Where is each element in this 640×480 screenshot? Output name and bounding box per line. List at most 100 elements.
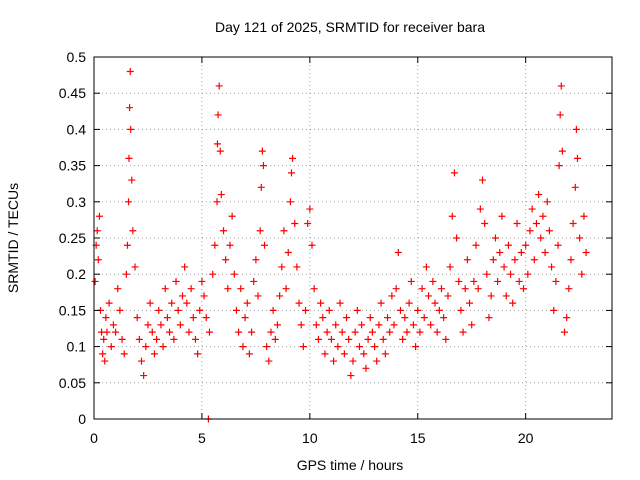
data-point: [261, 241, 269, 249]
data-point: [513, 220, 521, 228]
data-point: [500, 263, 508, 271]
y-tick-label: 0.3: [67, 194, 87, 210]
data-point: [371, 343, 379, 351]
data-point: [509, 299, 517, 307]
data-point: [133, 314, 141, 322]
data-point: [554, 241, 562, 249]
data-point: [399, 335, 407, 343]
data-point: [276, 292, 284, 300]
data-point: [302, 306, 310, 314]
data-point: [321, 350, 329, 358]
data-point: [126, 104, 134, 112]
y-tick-label: 0.1: [67, 339, 87, 355]
data-point: [433, 328, 441, 336]
data-point: [366, 314, 374, 322]
data-point: [278, 263, 286, 271]
data-point: [131, 263, 139, 271]
data-point: [280, 227, 288, 235]
data-point: [226, 241, 234, 249]
chart-title: Day 121 of 2025, SRMTID for receiver bar…: [215, 19, 485, 35]
data-point: [314, 335, 322, 343]
data-point: [373, 357, 381, 365]
data-point: [94, 256, 102, 264]
data-point: [498, 212, 506, 220]
data-point: [360, 350, 368, 358]
data-point: [468, 321, 476, 329]
data-point: [304, 220, 312, 228]
data-point: [163, 314, 171, 322]
data-point: [470, 277, 478, 285]
y-tick-label: 0.4: [67, 121, 87, 137]
data-point: [166, 328, 174, 336]
data-point: [209, 270, 217, 278]
data-point: [116, 306, 124, 314]
data-point: [102, 314, 110, 322]
y-tick-label: 0.35: [59, 158, 86, 174]
data-point: [485, 314, 493, 322]
data-point: [267, 328, 275, 336]
data-point: [545, 227, 553, 235]
data-point: [338, 328, 346, 336]
x-axis-title: GPS time / hours: [297, 457, 404, 473]
data-point: [120, 350, 128, 358]
data-point: [375, 321, 383, 329]
x-tick-label: 20: [518, 430, 534, 446]
data-point: [474, 285, 482, 293]
data-point: [561, 328, 569, 336]
data-point: [517, 248, 525, 256]
data-point: [105, 299, 113, 307]
data-point: [396, 306, 404, 314]
data-point: [446, 263, 454, 271]
data-point: [431, 299, 439, 307]
data-point: [306, 205, 314, 213]
data-point: [194, 350, 202, 358]
data-point: [555, 162, 563, 170]
data-point: [161, 285, 169, 293]
data-point: [381, 350, 389, 358]
data-point: [580, 212, 588, 220]
data-point: [142, 343, 150, 351]
y-tick-label: 0.15: [59, 302, 86, 318]
data-point: [463, 256, 471, 264]
data-point: [386, 328, 394, 336]
data-point: [429, 277, 437, 285]
data-point: [550, 306, 558, 314]
data-point: [535, 191, 543, 199]
data-point: [479, 176, 486, 184]
data-point: [552, 277, 560, 285]
data-point: [312, 321, 320, 329]
data-point: [220, 227, 227, 235]
data-point: [425, 292, 433, 300]
data-point: [472, 241, 480, 249]
data-point: [183, 299, 191, 307]
data-point: [563, 314, 571, 322]
data-point: [457, 306, 465, 314]
data-point: [174, 306, 182, 314]
data-point: [355, 343, 363, 351]
data-point: [263, 343, 271, 351]
data-point: [213, 140, 221, 148]
data-point: [368, 328, 376, 336]
data-point: [532, 220, 540, 228]
data-point: [140, 372, 148, 380]
data-point: [548, 263, 556, 271]
data-point: [528, 205, 536, 213]
data-point: [409, 321, 417, 329]
data-point: [332, 321, 340, 329]
data-point: [112, 328, 120, 336]
data-point: [435, 306, 443, 314]
data-point: [578, 270, 586, 278]
data-point: [487, 292, 495, 300]
x-tick-label: 15: [410, 430, 426, 446]
data-point: [422, 263, 430, 271]
data-point: [127, 125, 135, 133]
y-tick-label: 0.25: [59, 230, 86, 246]
data-point: [511, 256, 519, 264]
x-tick-label: 10: [302, 430, 318, 446]
data-point: [265, 357, 273, 365]
data-point: [148, 328, 156, 336]
data-point: [414, 306, 422, 314]
data-point: [118, 335, 126, 343]
data-point: [362, 364, 370, 372]
data-point: [224, 285, 232, 293]
